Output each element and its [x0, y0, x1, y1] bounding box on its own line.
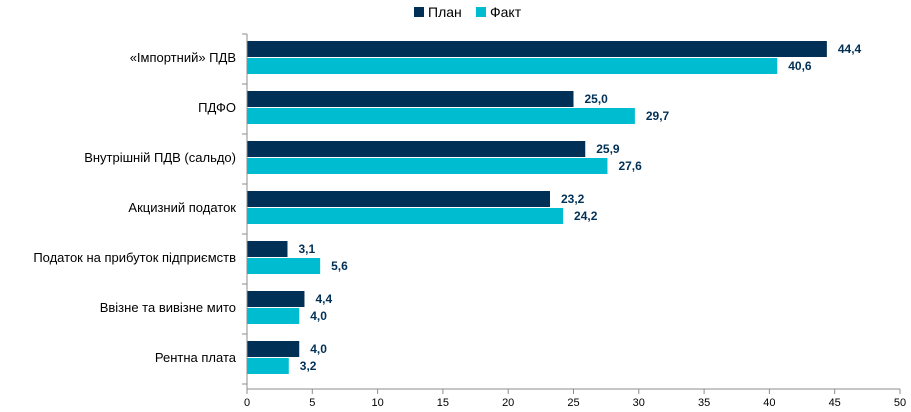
value-label-fact-1: 29,7	[646, 109, 670, 123]
bar-plan-4	[247, 241, 288, 257]
category-label-5: Ввізне та вивізне мито	[100, 300, 236, 315]
x-tick-label-8: 40	[763, 397, 775, 409]
bar-fact-4	[247, 258, 321, 274]
bar-fact-1	[247, 108, 635, 124]
bar-plan-5	[247, 291, 305, 307]
value-label-fact-6: 3,2	[300, 359, 317, 373]
bar-plan-3	[247, 191, 550, 207]
bar-fact-2	[247, 158, 608, 174]
value-label-plan-2: 25,9	[596, 142, 620, 156]
value-labels-group: 44,4 40,6 25,0 29,7 25,9 27,6 23,2 24,2 3,1 5,6 4,…	[298, 42, 861, 373]
legend-label-fact: Факт	[490, 4, 522, 20]
value-label-plan-3: 23,2	[561, 192, 585, 206]
x-tick-label-2: 10	[371, 397, 383, 409]
x-tick-label-10: 50	[894, 397, 906, 409]
value-label-fact-0: 40,6	[788, 59, 812, 73]
category-label-0: «Імпортний» ПДВ	[130, 50, 236, 65]
category-labels-group: «Імпортний» ПДВ ПДФО Внутрішній ПДВ (сальд…	[33, 50, 236, 365]
bar-plan-0	[247, 41, 827, 57]
value-label-plan-0: 44,4	[838, 42, 862, 56]
value-label-plan-5: 4,4	[315, 292, 332, 306]
value-label-fact-2: 27,6	[618, 159, 642, 173]
axes-group: 0 5 10 15 20 25 30 35 40 45 50	[242, 33, 906, 409]
bar-fact-5	[247, 308, 300, 324]
x-tick-label-1: 5	[309, 397, 315, 409]
bars-group	[247, 41, 827, 374]
legend-label-plan: План	[428, 4, 462, 20]
category-label-6: Рентна плата	[155, 350, 237, 365]
x-tick-label-5: 25	[567, 397, 579, 409]
value-label-plan-1: 25,0	[585, 92, 609, 106]
bar-fact-0	[247, 58, 778, 74]
x-tick-label-9: 45	[829, 397, 841, 409]
value-label-plan-6: 4,0	[310, 342, 327, 356]
bar-fact-6	[247, 358, 289, 374]
x-tick-label-7: 35	[698, 397, 710, 409]
category-label-4: Податок на прибуток підприємств	[33, 250, 236, 265]
legend-swatch-fact	[476, 7, 486, 17]
x-tick-label-3: 15	[437, 397, 449, 409]
x-tick-label-6: 30	[633, 397, 645, 409]
x-tick-label-4: 20	[502, 397, 514, 409]
bar-plan-2	[247, 141, 586, 157]
legend-swatch-plan	[414, 7, 424, 17]
category-label-2: Внутрішній ПДВ (сальдо)	[84, 150, 236, 165]
value-label-plan-4: 3,1	[298, 242, 315, 256]
bar-fact-3	[247, 208, 564, 224]
legend: План Факт	[414, 4, 522, 20]
value-label-fact-5: 4,0	[310, 309, 327, 323]
x-tick-label-0: 0	[244, 397, 250, 409]
bar-plan-1	[247, 91, 574, 107]
category-label-3: Акцизний податок	[128, 200, 236, 215]
value-label-fact-4: 5,6	[331, 259, 348, 273]
value-label-fact-3: 24,2	[574, 209, 598, 223]
bar-plan-6	[247, 341, 300, 357]
category-label-1: ПДФО	[198, 100, 236, 115]
